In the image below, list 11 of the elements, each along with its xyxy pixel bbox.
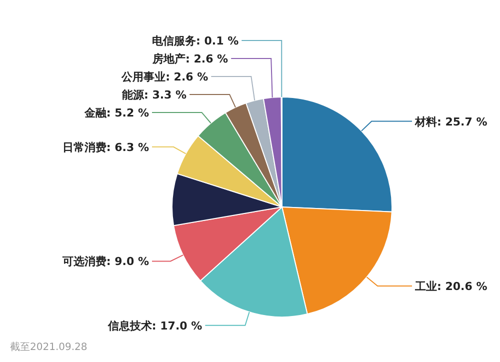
slice-label: 日常消费: 6.3 % (62, 140, 149, 154)
slice-label: 材料: 25.7 % (414, 115, 488, 128)
text: 截至2021.09.28 (10, 341, 88, 353)
slice-label: 电信服务: 0.1 % (152, 34, 239, 48)
slice-label: 房地产: 2.6 % (152, 52, 228, 66)
slice-label: 金融: 5.2 % (83, 106, 149, 120)
slice-label: 信息技术: 17.0 % (106, 319, 202, 332)
slice-label: 能源: 3.3 % (122, 88, 187, 102)
slice-label: 公用事业: 2.6 % (120, 70, 208, 84)
slice-label: 工业: 20.6 % (414, 280, 488, 294)
slice-label: 可选消费: 9.0 % (61, 255, 149, 268)
